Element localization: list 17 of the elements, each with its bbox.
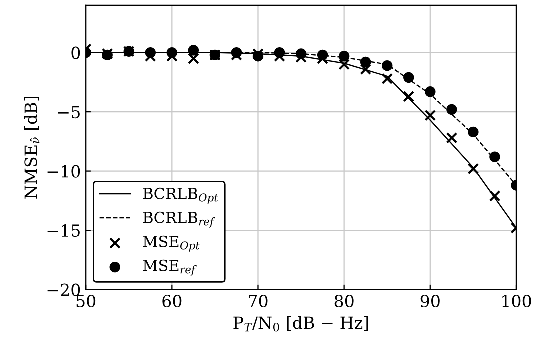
y-tick-label: −10 — [48, 165, 80, 178]
x-tick-label: 60 — [162, 294, 182, 308]
x-tick-label: 80 — [334, 294, 354, 308]
y-axis-title: NMSE$_{ν̂}$ [dB] — [24, 96, 40, 199]
legend-label: MSE$_{ref}$ — [143, 260, 197, 276]
x-tick-label: 50 — [76, 294, 96, 308]
y-tick-label: −5 — [58, 106, 80, 119]
y-tick-label: 0 — [72, 46, 80, 60]
legend-label: BCRLB$_{Opt}$ — [143, 188, 218, 204]
x-axis-title: P$_{T}$/N$_{0}$ [dB − Hz] — [234, 316, 368, 332]
legend-label: MSE$_{Opt}$ — [143, 236, 200, 252]
x-tick-label: 70 — [249, 294, 268, 308]
x-tick-label: 90 — [420, 294, 440, 308]
x-tick-label: 100 — [502, 294, 532, 308]
legend-label: BCRLB$_{ref}$ — [143, 212, 216, 228]
y-tick-label: −20 — [48, 284, 80, 296]
y-tick-label: −15 — [48, 224, 80, 238]
